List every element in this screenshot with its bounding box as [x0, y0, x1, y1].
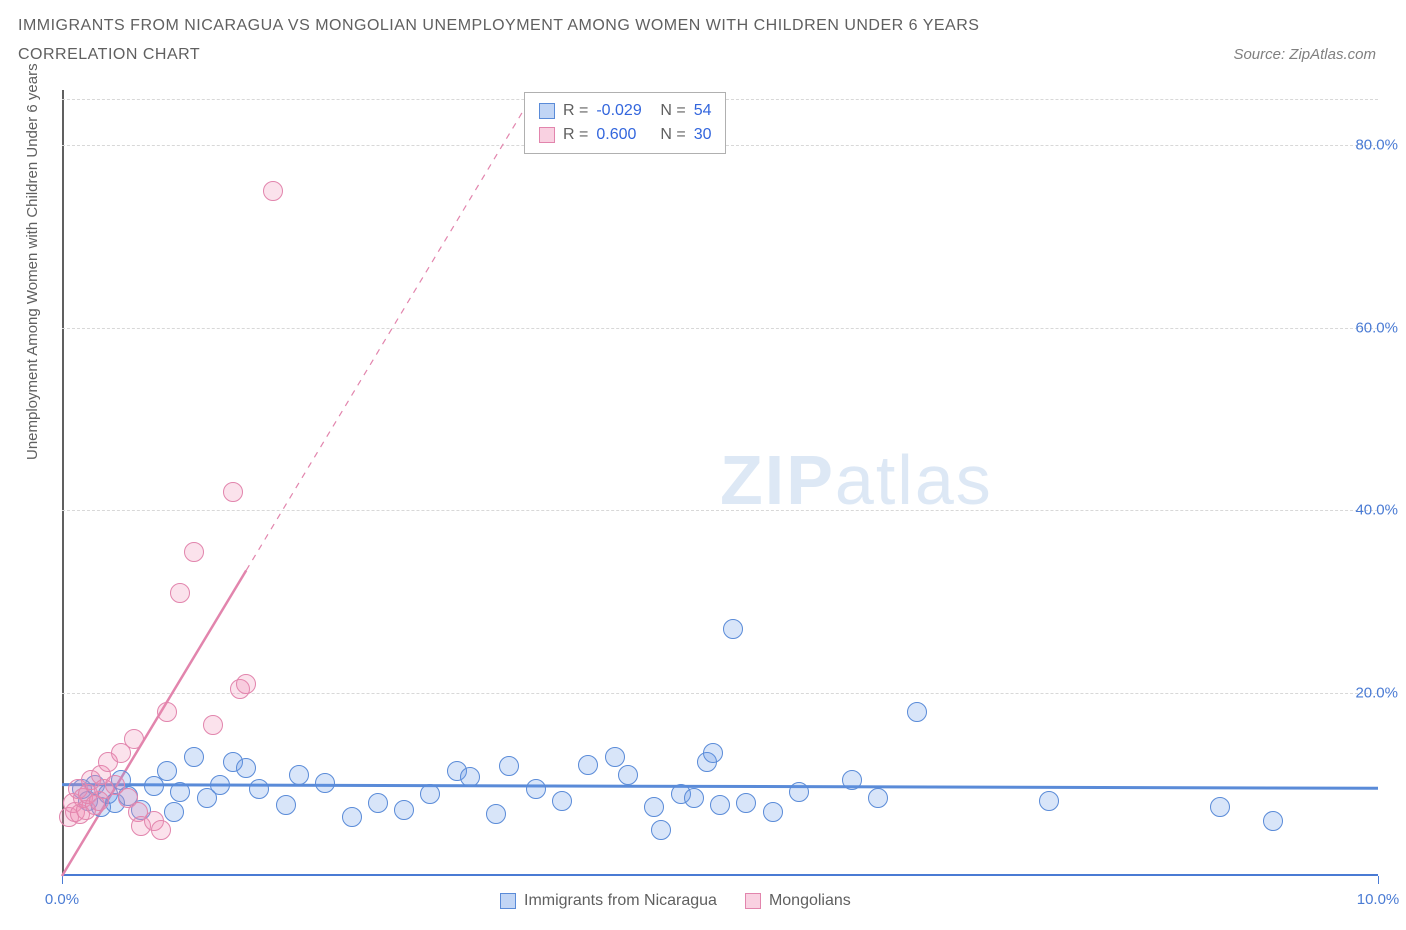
- data-point: [460, 767, 480, 787]
- data-point: [618, 765, 638, 785]
- data-point: [684, 788, 704, 808]
- data-point: [420, 784, 440, 804]
- data-point: [703, 743, 723, 763]
- data-point: [1210, 797, 1230, 817]
- data-point: [1039, 791, 1059, 811]
- data-point: [157, 761, 177, 781]
- data-point: [394, 800, 414, 820]
- legend-row: R = 0.600 N = 30: [539, 123, 711, 147]
- data-point: [276, 795, 296, 815]
- data-point: [526, 779, 546, 799]
- legend-item: Immigrants from Nicaragua: [500, 892, 717, 910]
- x-tick-label: 0.0%: [45, 891, 79, 908]
- data-point: [736, 793, 756, 813]
- data-point: [164, 802, 184, 822]
- x-tick-label: 10.0%: [1357, 891, 1400, 908]
- data-point: [723, 619, 743, 639]
- data-point: [868, 788, 888, 808]
- chart-title-line2: CORRELATION CHART: [18, 41, 979, 70]
- data-point: [151, 820, 171, 840]
- legend-item: Mongolians: [745, 892, 851, 910]
- data-point: [184, 542, 204, 562]
- data-point: [1263, 811, 1283, 831]
- data-point: [170, 583, 190, 603]
- x-tick-mark: [1378, 876, 1379, 884]
- data-point: [907, 702, 927, 722]
- data-point: [842, 770, 862, 790]
- data-point: [644, 797, 664, 817]
- legend-r-value: -0.029: [596, 99, 652, 123]
- data-point: [184, 747, 204, 767]
- legend-n-label: N =: [660, 99, 685, 123]
- data-point: [499, 756, 519, 776]
- correlation-legend: R = -0.029 N = 54 R = 0.600 N = 30: [524, 92, 726, 154]
- data-point: [651, 820, 671, 840]
- chart-title-line1: IMMIGRANTS FROM NICARAGUA VS MONGOLIAN U…: [18, 12, 979, 41]
- data-point: [157, 702, 177, 722]
- legend-r-label: R =: [563, 123, 588, 147]
- data-point: [315, 773, 335, 793]
- series-legend: Immigrants from Nicaragua Mongolians: [500, 892, 851, 910]
- data-point: [236, 674, 256, 694]
- data-point: [170, 782, 190, 802]
- legend-r-value: 0.600: [596, 123, 652, 147]
- legend-item-label: Immigrants from Nicaragua: [524, 892, 717, 910]
- legend-swatch: [539, 127, 555, 143]
- legend-n-value: 54: [694, 99, 712, 123]
- data-point: [486, 804, 506, 824]
- data-point: [289, 765, 309, 785]
- data-point: [368, 793, 388, 813]
- legend-n-value: 30: [694, 123, 712, 147]
- data-point: [263, 181, 283, 201]
- data-point: [710, 795, 730, 815]
- y-axis-label: Unemployment Among Women with Children U…: [24, 63, 41, 460]
- legend-swatch: [539, 103, 555, 119]
- data-point: [763, 802, 783, 822]
- data-point: [605, 747, 625, 767]
- legend-swatch: [745, 893, 761, 909]
- data-point: [223, 482, 243, 502]
- data-point: [342, 807, 362, 827]
- legend-item-label: Mongolians: [769, 892, 851, 910]
- data-point: [203, 715, 223, 735]
- data-point: [552, 791, 572, 811]
- chart-title-block: IMMIGRANTS FROM NICARAGUA VS MONGOLIAN U…: [18, 12, 979, 70]
- source-attribution: Source: ZipAtlas.com: [1233, 46, 1376, 63]
- x-tick-mark: [62, 876, 63, 884]
- data-point: [236, 758, 256, 778]
- data-point: [249, 779, 269, 799]
- data-point: [124, 729, 144, 749]
- data-point: [578, 755, 598, 775]
- legend-row: R = -0.029 N = 54: [539, 99, 711, 123]
- scatter-plot: [62, 90, 1378, 876]
- trend-line-dashed: [246, 90, 536, 570]
- legend-swatch: [500, 893, 516, 909]
- data-point: [789, 782, 809, 802]
- data-point: [210, 775, 230, 795]
- legend-n-label: N =: [660, 123, 685, 147]
- legend-r-label: R =: [563, 99, 588, 123]
